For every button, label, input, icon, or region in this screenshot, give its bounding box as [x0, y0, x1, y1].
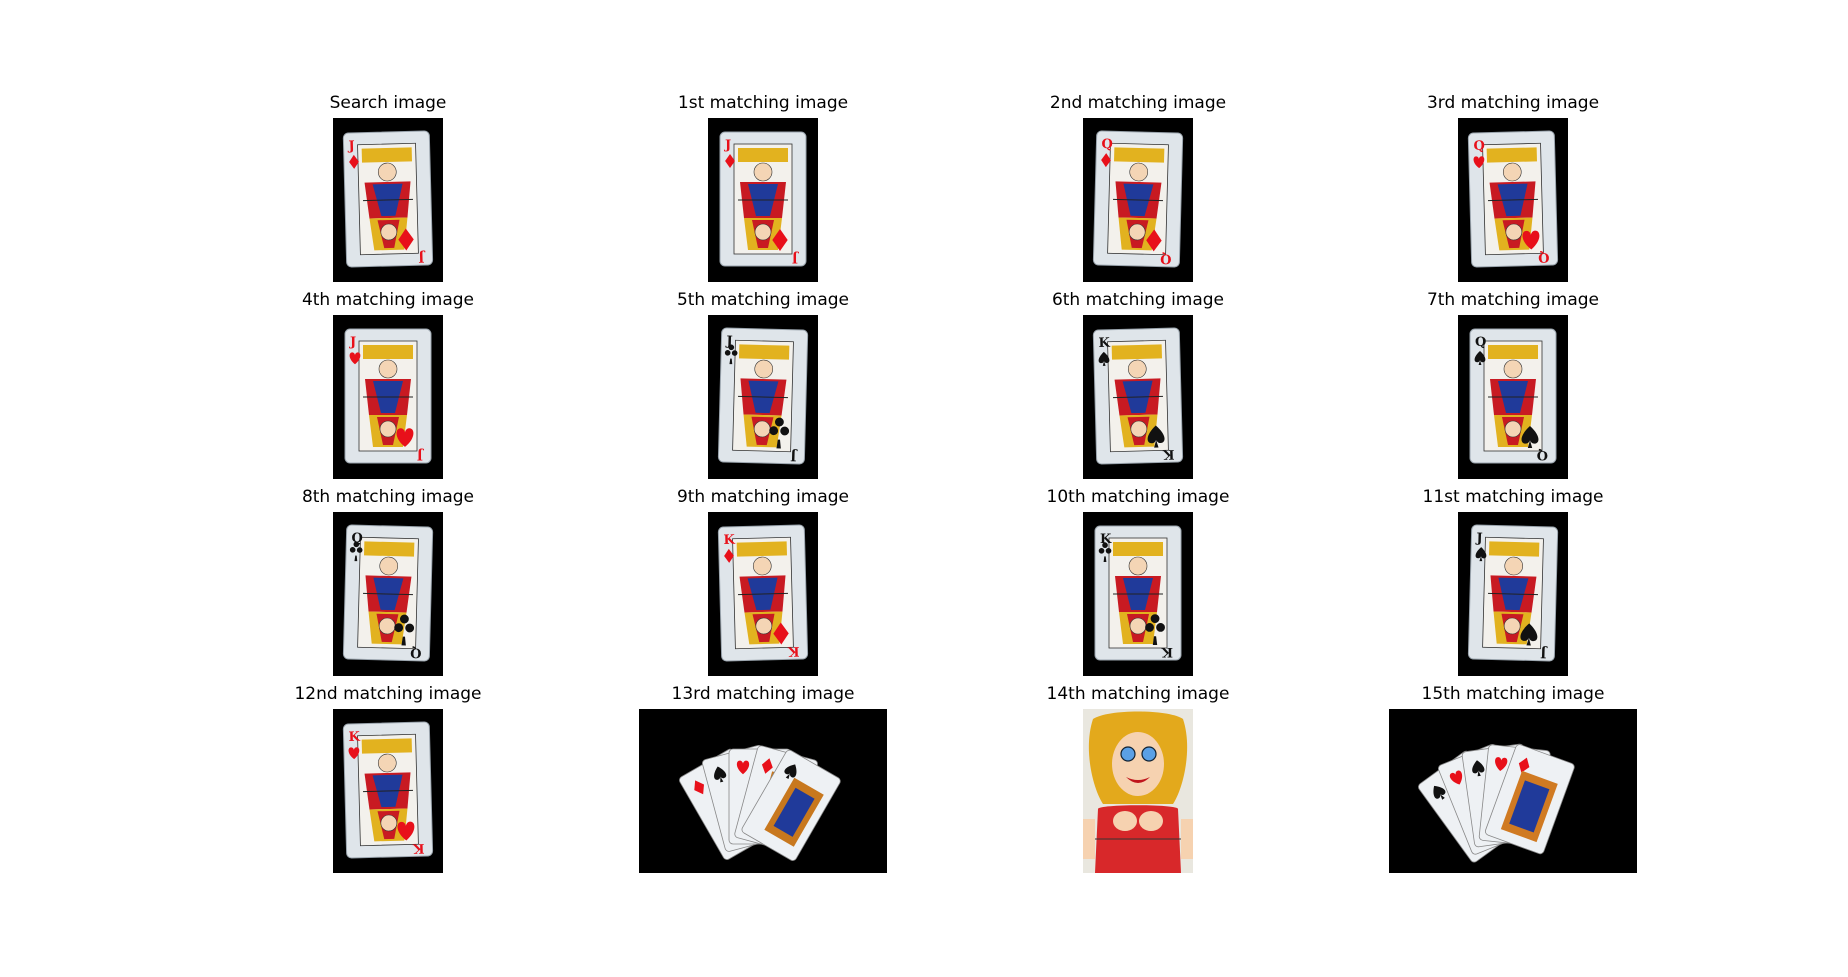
svg-text:Q: Q — [1473, 139, 1485, 154]
svg-text:K: K — [723, 533, 735, 548]
panel-title: 14th matching image — [1046, 684, 1230, 704]
matching-image-panel: 14th matching image — [1008, 684, 1268, 873]
svg-text:J: J — [1475, 531, 1483, 546]
matching-image-panel: 1st matching image J J — [633, 93, 893, 282]
svg-text:J: J — [725, 334, 733, 349]
svg-text:J: J — [790, 448, 798, 463]
svg-text:K: K — [1100, 532, 1112, 547]
svg-text:K: K — [1162, 446, 1174, 461]
panel-title: 12nd matching image — [294, 684, 482, 704]
svg-text:J: J — [418, 249, 426, 264]
svg-text:J: J — [347, 139, 355, 154]
svg-text:Q: Q — [1160, 251, 1172, 266]
panel-title: 3rd matching image — [1426, 93, 1600, 113]
panel-title: 1st matching image — [677, 93, 849, 113]
matching-image: Q Q — [333, 512, 443, 676]
panel-title: 2nd matching image — [1049, 93, 1227, 113]
svg-text:J: J — [792, 250, 799, 265]
matching-image: K K — [333, 709, 443, 873]
svg-text:J: J — [417, 447, 424, 462]
panel-title: 11st matching image — [1422, 487, 1604, 507]
matching-image — [1083, 709, 1193, 873]
svg-text:J: J — [1540, 645, 1548, 660]
matching-image-panel: 15th matching image — [1383, 684, 1643, 873]
matching-image: Q Q — [1458, 315, 1568, 479]
panel-title: Search image — [329, 93, 447, 113]
matching-image-panel: 12nd matching image K K — [258, 684, 518, 873]
matching-image-panel: 8th matching image Q Q — [258, 487, 518, 676]
svg-text:Q: Q — [1101, 137, 1113, 152]
matching-image-panel: 6th matching image K K — [1008, 290, 1268, 479]
matching-image — [639, 709, 887, 873]
svg-text:Q: Q — [410, 645, 422, 660]
svg-text:Q: Q — [351, 531, 363, 546]
matching-image: Q Q — [1083, 118, 1193, 282]
matching-image-panel: 2nd matching image Q Q — [1008, 93, 1268, 282]
panel-title: 9th matching image — [676, 487, 850, 507]
matching-image: K K — [1083, 512, 1193, 676]
matching-image — [1389, 709, 1637, 873]
matching-image-panel: 11st matching image J J — [1383, 487, 1643, 676]
matching-image-panel: 13rd matching image — [633, 684, 893, 873]
panel-title: 6th matching image — [1051, 290, 1225, 310]
panel-title: 7th matching image — [1426, 290, 1600, 310]
matching-image: J J — [1458, 512, 1568, 676]
matching-image: J J — [708, 315, 818, 479]
matching-image: K K — [1083, 315, 1193, 479]
panel-title: 5th matching image — [676, 290, 850, 310]
panel-title: 15th matching image — [1421, 684, 1605, 704]
matching-image-panel: 9th matching image K K — [633, 487, 893, 676]
svg-text:Q: Q — [1538, 249, 1550, 264]
panel-title: 10th matching image — [1046, 487, 1230, 507]
svg-text:J: J — [349, 335, 356, 350]
panel-title: 13rd matching image — [671, 684, 855, 704]
panel-title: 4th matching image — [301, 290, 475, 310]
svg-text:K: K — [412, 840, 424, 855]
matching-image-panel: 5th matching image J J — [633, 290, 893, 479]
matching-image: J J — [708, 118, 818, 282]
panel-title: 8th matching image — [301, 487, 475, 507]
svg-text:K: K — [787, 643, 799, 658]
search-image-panel: Search image J J — [258, 93, 518, 282]
matching-image-panel: 10th matching image K K — [1008, 487, 1268, 676]
svg-text:Q: Q — [1475, 335, 1486, 350]
search-image: J J — [333, 118, 443, 282]
matching-image-panel: 4th matching image J J — [258, 290, 518, 479]
matching-image: Q Q — [1458, 118, 1568, 282]
matching-image-panel: 7th matching image Q Q — [1383, 290, 1643, 479]
svg-text:K: K — [1098, 336, 1110, 351]
svg-text:K: K — [348, 730, 360, 745]
matching-image-panel: 3rd matching image Q Q — [1383, 93, 1643, 282]
svg-text:J: J — [724, 138, 731, 153]
matching-image: K K — [708, 512, 818, 676]
svg-text:K: K — [1161, 644, 1173, 659]
matching-image: J J — [333, 315, 443, 479]
svg-text:Q: Q — [1537, 447, 1548, 462]
